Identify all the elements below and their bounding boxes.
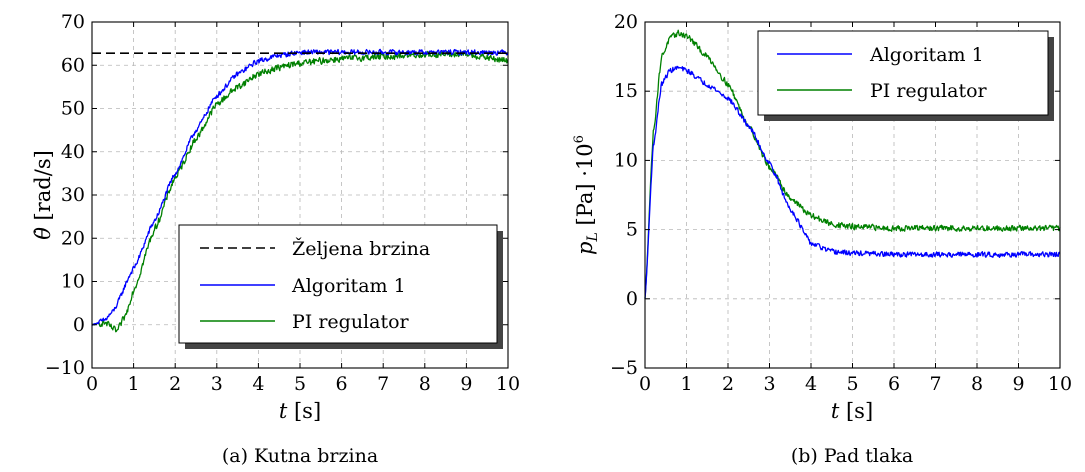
y-tick-label: 50: [61, 98, 85, 120]
y-axis-label-a: θ̇ [rad/s]: [31, 150, 55, 240]
x-tick-label: 0: [639, 373, 651, 395]
series-line-algoritam-1: [91, 48, 509, 326]
x-tick-label: 7: [929, 373, 941, 395]
x-tick-label: 3: [211, 373, 223, 395]
caption-a: (a) Kutna brzina: [222, 445, 378, 467]
legend-label-algoritam-1-b: Algoritam 1: [869, 44, 984, 66]
x-tick-label: 10: [1048, 373, 1072, 395]
y-tick-label: 5: [626, 219, 638, 241]
x-tick-label: 2: [169, 373, 181, 395]
y-tick-label: −10: [45, 357, 85, 379]
legend-b: Algoritam 1 PI regulator: [757, 30, 1054, 121]
y-axis-label-b: pL [Pa] ·106: [572, 135, 601, 255]
x-tick-label: 4: [252, 373, 264, 395]
x-tick-label: 5: [294, 373, 306, 395]
legend-a: Željena brzina Algoritam 1 PI regulator: [178, 224, 503, 349]
x-tick-label: 1: [680, 373, 692, 395]
legend-label-algoritam-1-a: Algoritam 1: [291, 275, 406, 297]
y-tick-label: 20: [61, 227, 85, 249]
x-tick-label: 9: [460, 373, 472, 395]
legend-label-pi-regulator-a: PI regulator: [292, 311, 410, 333]
legend-box: [178, 224, 498, 344]
legend-box: [757, 30, 1049, 116]
y-tick-label: 0: [626, 288, 638, 310]
y-tick-label: 70: [61, 11, 85, 33]
y-tick-label: 10: [614, 149, 638, 171]
y-tick-label: 0: [73, 314, 85, 336]
y-tick-label: 20: [614, 11, 638, 33]
x-tick-label: 2: [722, 373, 734, 395]
caption-b: (b) Pad tlaka: [791, 445, 913, 467]
x-tick-label: 8: [971, 373, 983, 395]
y-tick-label: 10: [61, 271, 85, 293]
x-tick-label: 6: [888, 373, 900, 395]
series-line-pi-regulator: [91, 50, 509, 333]
x-tick-label: 7: [377, 373, 389, 395]
x-axis-label-a: t [s]: [279, 399, 321, 423]
y-tick-label: 40: [61, 141, 85, 163]
series-line-algoritam-1: [644, 65, 1061, 299]
series-line-pi-regulator: [644, 29, 1061, 299]
x-axis-label-b: t [s]: [831, 399, 873, 423]
y-tick-label: −5: [610, 357, 638, 379]
y-tick-label: 15: [614, 80, 638, 102]
x-tick-label: 10: [496, 373, 520, 395]
y-tick-label: 60: [61, 54, 85, 76]
y-tick-label: 30: [61, 184, 85, 206]
legend-label-zeljena-brzina: Željena brzina: [292, 237, 430, 260]
x-tick-label: 3: [763, 373, 775, 395]
x-tick-label: 4: [805, 373, 817, 395]
x-tick-label: 1: [128, 373, 140, 395]
x-tick-label: 8: [419, 373, 431, 395]
x-tick-label: 9: [1012, 373, 1024, 395]
x-tick-label: 5: [846, 373, 858, 395]
legend-label-pi-regulator-b: PI regulator: [870, 80, 988, 102]
x-tick-label: 6: [336, 373, 348, 395]
x-tick-label: 0: [86, 373, 98, 395]
